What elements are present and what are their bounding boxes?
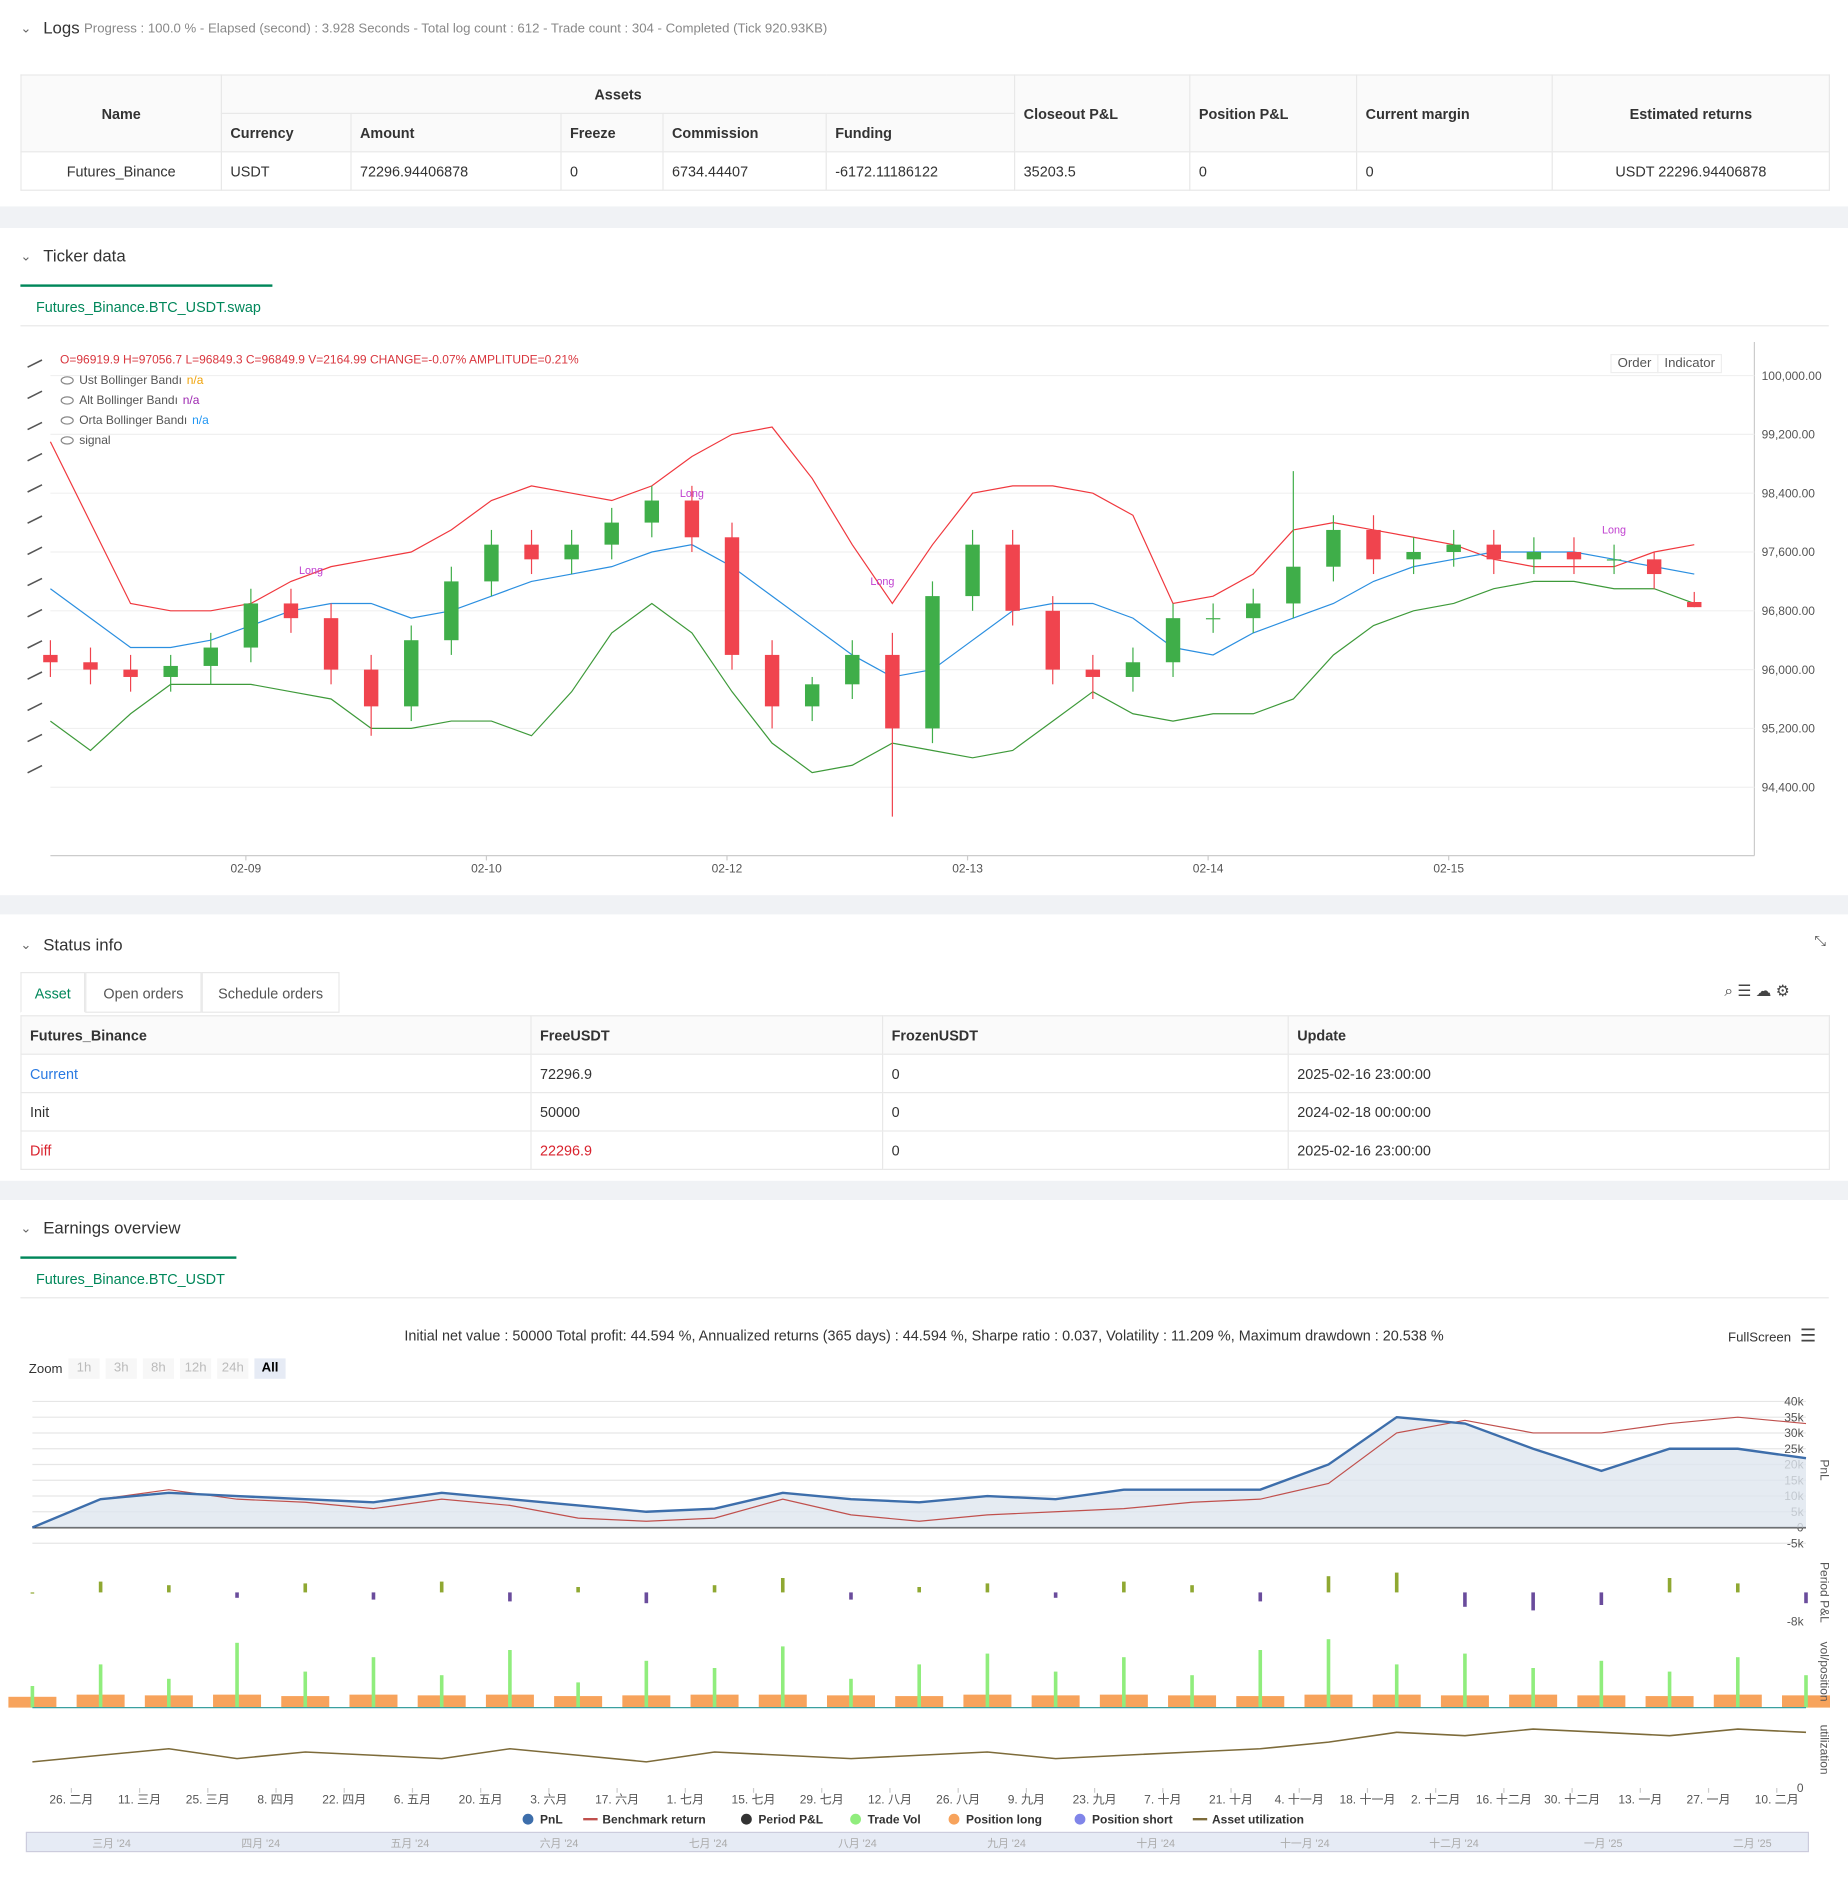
header-cell: Closeout P&L [1014, 74, 1191, 153]
zoom-button[interactable]: 1h [68, 1358, 100, 1379]
header-cell: Amount [350, 112, 562, 153]
section-title: Ticker data [43, 246, 126, 266]
menu-icon[interactable]: ☰ [1800, 1326, 1817, 1347]
header-cell: FreeUSDT [530, 1015, 884, 1055]
header-cell: Estimated returns [1551, 74, 1831, 153]
cell: 6734.44407 [662, 151, 827, 191]
assets-table: Name Assets Closeout P&L Position P&L Curren… [20, 74, 1831, 191]
zoom-button[interactable]: 24h [217, 1358, 249, 1379]
header-cell: Currency [220, 112, 352, 153]
tab[interactable]: Futures_Binance.BTC_USDT.swap [36, 298, 261, 316]
cell: -6172.11186122 [825, 151, 1016, 191]
tab-underline [20, 284, 273, 287]
cell: 35203.5 [1014, 151, 1191, 191]
cell: Diff [20, 1130, 532, 1171]
cell: USDT 22296.94406878 [1551, 151, 1831, 191]
section-title: Earnings overview [43, 1218, 181, 1238]
cell: 0 [882, 1092, 1289, 1132]
section-title: Logs [43, 18, 80, 38]
row: Init 50000 0 2024-02-18 00:00:00 [20, 1092, 1831, 1132]
header-cell: Futures_Binance [20, 1015, 532, 1055]
row: Diff 22296.9 0 2025-02-16 23:00:00 [20, 1130, 1831, 1171]
header-cell: Assets [220, 74, 1016, 115]
header-cell: Name [20, 74, 223, 153]
order-button[interactable]: Order [1610, 354, 1659, 374]
header-cell: FrozenUSDT [882, 1015, 1289, 1055]
cell: Futures_Binance [20, 151, 223, 191]
zoom-button[interactable]: All [254, 1358, 286, 1379]
fullscreen-button[interactable]: FullScreen [1728, 1330, 1792, 1346]
cell: 0 [1356, 151, 1553, 191]
tab[interactable]: Schedule orders [201, 972, 340, 1013]
cell: 0 [882, 1130, 1289, 1171]
divider [20, 325, 1829, 327]
collapse-icon[interactable]: ⌄ [20, 938, 32, 953]
cell: 2025-02-16 23:00:00 [1287, 1053, 1831, 1094]
cell: 2024-02-18 00:00:00 [1287, 1092, 1831, 1132]
tab[interactable]: Futures_Binance.BTC_USDT [36, 1270, 225, 1288]
cell: USDT [220, 151, 352, 191]
tab-underline [20, 1256, 237, 1259]
collapse-icon[interactable]: ⌄ [20, 21, 32, 36]
tab[interactable]: Open orders [85, 972, 202, 1013]
cell: 72296.94406878 [350, 151, 562, 191]
header-cell: Update [1287, 1015, 1831, 1055]
tab[interactable]: Asset [20, 972, 86, 1013]
status-card: ⌄ Status info ⤡ Asset Open orders Schedule… [0, 914, 1848, 1181]
cell: 0 [882, 1053, 1289, 1094]
zoom-button[interactable]: 3h [105, 1358, 137, 1379]
ticker-card: ⌄ Ticker data Futures_Binance.BTC_USDT.s… [0, 228, 1848, 896]
log-summary: Progress : 100.0 % - Elapsed (second) : … [84, 21, 828, 36]
cell: 0 [560, 151, 664, 191]
cell: 50000 [530, 1092, 884, 1132]
cell: Init [20, 1092, 532, 1132]
logs-card: ⌄ Logs Progress : 100.0 % - Elapsed (sec… [0, 0, 1848, 207]
status-table: Futures_Binance FreeUSDT FrozenUSDT Update C… [20, 1015, 1831, 1171]
zoom-label: Zoom [28, 1362, 63, 1377]
divider [20, 1297, 1829, 1299]
cell: 0 [1189, 151, 1358, 191]
header-row: Futures_Binance FreeUSDT FrozenUSDT Update [20, 1015, 1831, 1055]
zoom-button[interactable]: 8h [142, 1358, 174, 1379]
header-cell: Funding [825, 112, 1016, 153]
header-cell: Current margin [1356, 74, 1553, 153]
header-cell: Commission [662, 112, 827, 153]
header-cell: Position P&L [1189, 74, 1358, 153]
cell: 72296.9 [530, 1053, 884, 1094]
expand-icon[interactable]: ⤡ [1814, 932, 1826, 950]
earnings-card: ⌄ Earnings overview Futures_Binance.BTC_… [0, 1200, 1848, 1879]
header-cell: Freeze [560, 112, 664, 153]
collapse-icon[interactable]: ⌄ [20, 1221, 32, 1236]
cell: 22296.9 [530, 1130, 884, 1171]
indicator-button[interactable]: Indicator [1657, 354, 1723, 374]
earnings-summary: Initial net value : 50000 Total profit: … [404, 1327, 1444, 1344]
section-title: Status info [43, 934, 123, 955]
row: Current 72296.9 0 2025-02-16 23:00:00 [20, 1053, 1831, 1094]
cell: 2025-02-16 23:00:00 [1287, 1130, 1831, 1171]
collapse-icon[interactable]: ⌄ [20, 249, 32, 264]
cell: Current [20, 1053, 532, 1094]
toolbar-icons[interactable]: ⌕ ☰ ☁ ⚙ [1724, 981, 1790, 1000]
zoom-button[interactable]: 12h [180, 1358, 212, 1379]
